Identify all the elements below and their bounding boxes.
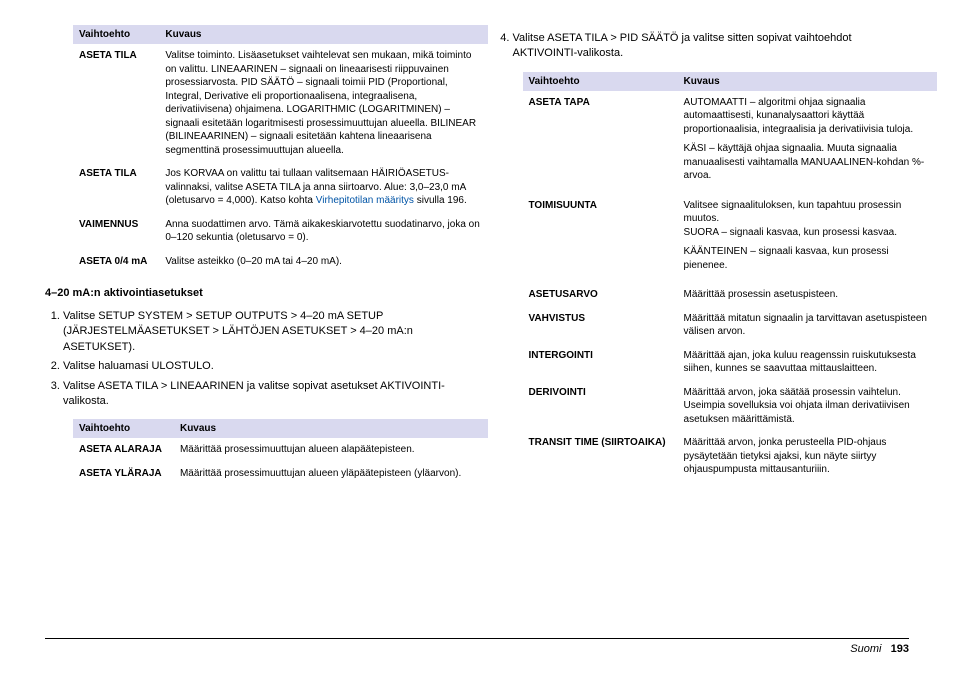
option-key: TOIMISUUNTA — [523, 194, 678, 284]
th-desc: Kuvaus — [159, 25, 487, 44]
th-desc: Kuvaus — [678, 72, 937, 91]
option-key: ASETA TILA — [73, 44, 159, 162]
table-bottom-options: Vaihtoehto Kuvaus ASETA ALARAJAMäärittää… — [73, 419, 488, 485]
step-item: Valitse SETUP SYSTEM > SETUP OUTPUTS > 4… — [63, 309, 460, 355]
desc-paragraph: Valitsee signaalituloksen, kun tapahtuu … — [684, 199, 931, 240]
option-key: ASETA TILA — [73, 162, 159, 213]
table-row: INTERGOINTIMäärittää ajan, joka kuluu re… — [523, 344, 938, 381]
option-desc: Valitsee signaalituloksen, kun tapahtuu … — [678, 194, 937, 284]
steps-list-left: Valitse SETUP SYSTEM > SETUP OUTPUTS > 4… — [45, 309, 460, 409]
th-option: Vaihtoehto — [73, 419, 174, 438]
th-option: Vaihtoehto — [73, 25, 159, 44]
step-item: Valitse haluamasi ULOSTULO. — [63, 359, 460, 374]
page-footer: Suomi 193 — [45, 638, 909, 655]
tbody-bottom: ASETA ALARAJAMäärittää prosessimuuttujan… — [73, 438, 488, 485]
table-top-options: Vaihtoehto Kuvaus ASETA TILAValitse toim… — [73, 25, 488, 273]
tbody-top: ASETA TILAValitse toiminto. Lisäasetukse… — [73, 44, 488, 273]
option-key: INTERGOINTI — [523, 344, 678, 381]
option-desc: Valitse asteikko (0–20 mA tai 4–20 mA). — [159, 250, 487, 274]
option-desc: Määrittää arvon, jonka perusteella PID-o… — [678, 431, 937, 482]
desc-paragraph: AUTOMAATTI – algoritmi ohjaa signaalia a… — [684, 96, 931, 137]
option-key: ASETA YLÄRAJA — [73, 462, 174, 486]
table-row: TOIMISUUNTAValitsee signaalituloksen, ku… — [523, 194, 938, 284]
table-row: ASETA TILAJos KORVAA on valittu tai tull… — [73, 162, 488, 213]
option-desc: Jos KORVAA on valittu tai tullaan valits… — [159, 162, 487, 213]
option-key: VAIMENNUS — [73, 213, 159, 250]
left-column: Vaihtoehto Kuvaus ASETA TILAValitse toim… — [45, 25, 460, 499]
table-row: ASETA ALARAJAMäärittää prosessimuuttujan… — [73, 438, 488, 462]
option-desc: Määrittää arvon, joka säätää prosessin v… — [678, 381, 937, 432]
table-row: ASETA TAPAAUTOMAATTI – algoritmi ohjaa s… — [523, 91, 938, 194]
option-desc: Määrittää ajan, joka kuluu reagenssin ru… — [678, 344, 937, 381]
table-row: ASETA TILAValitse toiminto. Lisäasetukse… — [73, 44, 488, 162]
two-column-layout: Vaihtoehto Kuvaus ASETA TILAValitse toim… — [45, 25, 909, 499]
th-option: Vaihtoehto — [523, 72, 678, 91]
option-key: ASETA TAPA — [523, 91, 678, 194]
table-row: DERIVOINTIMäärittää arvon, joka säätää p… — [523, 381, 938, 432]
option-desc: Määrittää prosessin asetuspisteen. — [678, 283, 937, 307]
table-row: ASETUSARVOMäärittää prosessin asetuspist… — [523, 283, 938, 307]
footer-page-number: 193 — [891, 643, 909, 655]
table-row: ASETA YLÄRAJAMäärittää prosessimuuttujan… — [73, 462, 488, 486]
right-column: Valitse ASETA TILA > PID SÄÄTÖ ja valits… — [495, 25, 910, 499]
table-row: VAHVISTUSMäärittää mitatun signaalin ja … — [523, 307, 938, 344]
option-desc: Valitse toiminto. Lisäasetukset vaihtele… — [159, 44, 487, 162]
page: Vaihtoehto Kuvaus ASETA TILAValitse toim… — [0, 0, 954, 673]
option-desc: AUTOMAATTI – algoritmi ohjaa signaalia a… — [678, 91, 937, 194]
table-row: VAIMENNUSAnna suodattimen arvo. Tämä aik… — [73, 213, 488, 250]
option-key: ASETA 0/4 mA — [73, 250, 159, 274]
option-key: DERIVOINTI — [523, 381, 678, 432]
cross-ref-link[interactable]: Virhepitotilan määritys — [316, 195, 414, 206]
table-row: TRANSIT TIME (SIIRTOAIKA)Määrittää arvon… — [523, 431, 938, 482]
th-desc: Kuvaus — [174, 419, 488, 438]
table-right-options: Vaihtoehto Kuvaus ASETA TAPAAUTOMAATTI –… — [523, 72, 938, 482]
option-key: VAHVISTUS — [523, 307, 678, 344]
step-item: Valitse ASETA TILA > LINEAARINEN ja vali… — [63, 379, 460, 410]
step-item: Valitse ASETA TILA > PID SÄÄTÖ ja valits… — [513, 31, 910, 62]
section-heading: 4–20 mA:n aktivointiasetukset — [45, 287, 460, 299]
option-desc: Anna suodattimen arvo. Tämä aikakeskiarv… — [159, 213, 487, 250]
option-desc: Määrittää prosessimuuttujan alueen alapä… — [174, 438, 488, 462]
desc-paragraph: KÄSI – käyttäjä ohjaa signaalia. Muuta s… — [684, 142, 931, 183]
table-row: ASETA 0/4 mAValitse asteikko (0–20 mA ta… — [73, 250, 488, 274]
option-desc: Määrittää prosessimuuttujan alueen yläpä… — [174, 462, 488, 486]
steps-list-right: Valitse ASETA TILA > PID SÄÄTÖ ja valits… — [495, 31, 910, 62]
desc-paragraph: KÄÄNTEINEN – signaali kasvaa, kun proses… — [684, 245, 931, 272]
option-key: ASETUSARVO — [523, 283, 678, 307]
option-key: TRANSIT TIME (SIIRTOAIKA) — [523, 431, 678, 482]
option-desc: Määrittää mitatun signaalin ja tarvittav… — [678, 307, 937, 344]
footer-language: Suomi — [850, 643, 881, 655]
option-key: ASETA ALARAJA — [73, 438, 174, 462]
tbody-right: ASETA TAPAAUTOMAATTI – algoritmi ohjaa s… — [523, 91, 938, 482]
